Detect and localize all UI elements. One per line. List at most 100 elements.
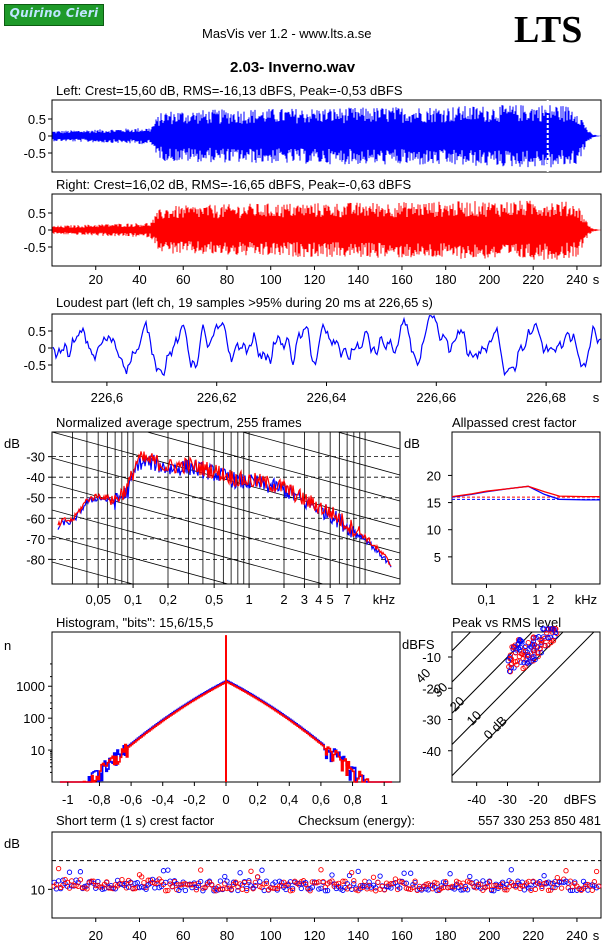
peak-vs-rms-point bbox=[539, 639, 545, 646]
allpassed-crest-xunit-label: kHz bbox=[575, 592, 597, 607]
short-term-crest-xtick-label: 40 bbox=[132, 928, 146, 943]
peak-vs-rms-ylabel: dBFS bbox=[402, 637, 435, 652]
spectrum-ytick-label: -70 bbox=[26, 532, 45, 547]
short-term-crest-xtick-label: 140 bbox=[347, 928, 369, 943]
peak-vs-rms-point bbox=[532, 642, 538, 648]
short-term-crest-point-right bbox=[539, 885, 545, 892]
histogram-title: Histogram, "bits": 15,6/15,5 bbox=[56, 615, 213, 630]
spectrum-slope-line bbox=[52, 432, 400, 528]
right-waveform-xtick-label: 20 bbox=[89, 272, 103, 287]
short-term-crest-xtick-label: 20 bbox=[89, 928, 103, 943]
brand-logo: LTS bbox=[514, 9, 583, 51]
short-term-crest-point-right bbox=[340, 878, 346, 884]
histogram-xtick-label: -0,4 bbox=[152, 792, 174, 807]
short-term-crest-point-left bbox=[152, 885, 158, 891]
short-term-crest-point-left bbox=[217, 878, 224, 884]
peak-vs-rms-point bbox=[524, 649, 530, 656]
short-term-crest-point-left bbox=[259, 867, 265, 873]
short-term-crest-point-right bbox=[239, 886, 245, 892]
short-term-crest-xtick-label: 100 bbox=[260, 928, 282, 943]
peak-vs-rms-point bbox=[552, 629, 559, 636]
short-term-crest-point-right bbox=[392, 876, 399, 882]
loudest-part-xtick-label: 226,66 bbox=[416, 390, 456, 405]
peak-vs-rms-point bbox=[550, 638, 557, 644]
histogram-xtick-label: 0,4 bbox=[280, 792, 298, 807]
short-term-crest-point-left bbox=[403, 880, 409, 886]
allpassed-crest-xtick-label: 0,1 bbox=[477, 592, 495, 607]
short-term-crest-point-left bbox=[351, 880, 357, 887]
short-term-crest-xtick-label: 180 bbox=[435, 928, 457, 943]
short-term-crest-point-left bbox=[289, 885, 296, 892]
short-term-crest-point-left bbox=[257, 879, 263, 885]
short-term-crest-point-left bbox=[324, 887, 331, 894]
loudest-part-xtick-label: 226,64 bbox=[307, 390, 347, 405]
peak-vs-rms-point bbox=[512, 650, 519, 656]
short-term-crest-point-right bbox=[596, 883, 602, 889]
short-term-crest-point-left bbox=[279, 880, 285, 886]
short-term-crest-point-left bbox=[322, 888, 329, 894]
short-term-crest-point-left bbox=[491, 888, 497, 894]
short-term-crest-point-left bbox=[309, 884, 315, 890]
short-term-crest-point-right bbox=[84, 886, 90, 892]
author-badge-label: Quirino Cieri bbox=[9, 6, 99, 20]
left-waveform-title: Left: Crest=15,60 dB, RMS=-16,13 dBFS, P… bbox=[56, 83, 403, 98]
short-term-crest-point-left bbox=[246, 878, 252, 884]
peak-vs-rms-point bbox=[514, 658, 521, 664]
short-term-crest-point-left bbox=[572, 879, 578, 885]
short-term-crest-point-left bbox=[366, 879, 372, 885]
peak-vs-rms-point bbox=[545, 642, 551, 648]
short-term-crest-point-right bbox=[554, 874, 560, 881]
peak-vs-rms-point bbox=[520, 649, 527, 655]
spectrum-frame bbox=[51, 431, 401, 585]
right-waveform-xtick-label: 80 bbox=[220, 272, 234, 287]
short-term-crest-xtick-label: 160 bbox=[391, 928, 413, 943]
peak-vs-rms-point bbox=[530, 639, 537, 645]
right-waveform-xtick-label: 200 bbox=[479, 272, 501, 287]
peak-vs-rms-point bbox=[553, 626, 559, 632]
short-term-crest-point-right bbox=[209, 881, 215, 888]
peak-vs-rms-xtick-label: -30 bbox=[498, 792, 517, 807]
histogram-ytick-label: 10 bbox=[31, 743, 45, 758]
short-term-crest-point-left bbox=[397, 885, 403, 891]
spectrum-xtick-label: 3 bbox=[301, 592, 308, 607]
short-term-crest-point-left bbox=[224, 878, 230, 884]
short-term-crest-title: Short term (1 s) crest factor bbox=[56, 813, 215, 828]
short-term-crest-xtick-label: 220 bbox=[522, 928, 544, 943]
spectrum-slope-line bbox=[240, 432, 400, 476]
peak-vs-rms-frame bbox=[451, 631, 601, 783]
peak-vs-rms-point bbox=[542, 642, 548, 649]
spectrum-ytick-label: -80 bbox=[26, 552, 45, 567]
short-term-crest-point-right bbox=[121, 880, 127, 887]
short-term-crest-point-right bbox=[289, 887, 296, 893]
peak-vs-rms-crest-line bbox=[452, 632, 595, 777]
short-term-crest-point-left bbox=[412, 879, 418, 886]
short-term-crest-point-left bbox=[222, 873, 228, 880]
short-term-crest-point-left bbox=[464, 887, 471, 893]
right-waveform-xtick-label: 180 bbox=[435, 272, 457, 287]
checksum-value: 557 330 253 850 481 bbox=[478, 813, 601, 828]
spectrum-ylabel: dB bbox=[4, 436, 20, 451]
short-term-crest-point-right bbox=[233, 879, 239, 885]
loudest-part-ytick-label: 0 bbox=[39, 341, 46, 356]
spectrum-slope-line bbox=[336, 432, 400, 450]
spectrum-xtick-label: 1 bbox=[245, 592, 252, 607]
peak-vs-rms-ytick-label: -10 bbox=[422, 650, 441, 665]
peak-vs-rms-point bbox=[518, 659, 524, 665]
short-term-crest-point-right bbox=[217, 886, 224, 892]
short-term-crest-point-right bbox=[401, 880, 407, 886]
short-term-crest-point-right bbox=[110, 885, 116, 892]
allpassed-crest-ytick-label: 15 bbox=[427, 496, 441, 511]
peak-vs-rms-point bbox=[526, 658, 532, 665]
spectrum-xtick-label: 7 bbox=[343, 592, 350, 607]
loudest-part-xtick-label: 226,68 bbox=[526, 390, 566, 405]
short-term-crest-point-left bbox=[447, 871, 453, 877]
spectrum-slope-line bbox=[52, 302, 400, 397]
loudest-part-frame bbox=[51, 313, 602, 383]
short-term-crest-point-left bbox=[480, 878, 486, 884]
short-term-crest-point-right bbox=[69, 878, 75, 884]
short-term-crest-point-left bbox=[541, 873, 547, 879]
short-term-crest-point-right bbox=[405, 886, 412, 892]
peak-vs-rms-ytick-label: -30 bbox=[422, 713, 441, 728]
short-term-crest-point-left bbox=[132, 880, 138, 887]
histogram-xtick-label: -1 bbox=[62, 792, 74, 807]
